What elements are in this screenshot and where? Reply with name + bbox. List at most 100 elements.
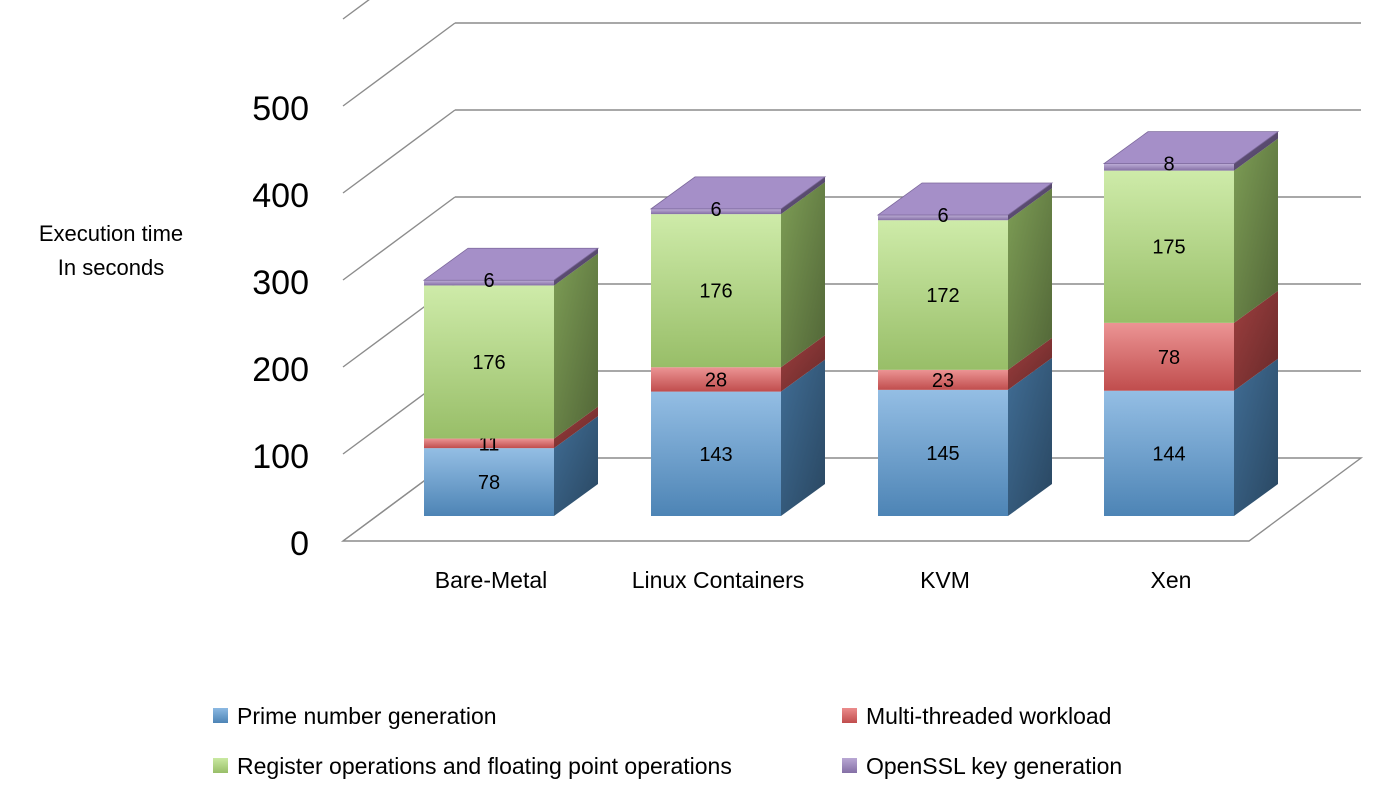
bar-segment [651,335,825,392]
data-label: 176 [472,352,505,374]
y-axis-label-line-2: In seconds [57,255,165,280]
legend-label-multithreaded: Multi-threaded workload [866,703,1112,729]
bar-side [554,253,598,439]
bar-front [878,220,1008,370]
legend-label-prime: Prime number generation [237,703,497,729]
bar-side [554,406,598,449]
x-tick-label: Linux Containers [632,567,805,593]
bar-front [878,389,1008,516]
bar-segment [876,182,1054,221]
legend-swatch-openssl [842,758,857,773]
bar-side [781,335,825,392]
bar-segment [1104,138,1278,323]
bar-side [1234,138,1278,323]
legend-label-openssl: OpenSSL key generation [866,753,1123,779]
bar-side [781,182,825,368]
wall-gridline [342,109,456,194]
bar-top [1102,131,1280,165]
bar-side [1008,357,1052,516]
bar-front [424,280,554,286]
wall-gridline [342,196,456,281]
bar-front [424,285,554,439]
bar-side [781,176,825,215]
y-tick-label: 0 [290,525,309,563]
bar-segment [424,406,598,449]
bar-segment [651,359,825,516]
legend-swatch-prime [213,708,228,723]
data-label: 11 [479,433,500,455]
legend-item-openssl: OpenSSL key generation [842,753,1122,780]
y-axis-ticks: 0 100 200 300 400 500 [252,90,309,563]
bar-front [651,391,781,516]
bar-front [1104,163,1234,171]
y-tick-label: 400 [252,177,309,215]
bar-side [1234,290,1278,391]
bar-segment [649,176,827,215]
bar-front [651,208,781,215]
data-label: 6 [937,205,948,227]
bar-segment [1104,290,1278,391]
data-label: 176 [699,281,732,303]
bar-front [424,438,554,449]
bar-front [878,369,1008,390]
bar-segment [651,182,825,368]
y-tick-label: 200 [252,351,309,389]
y-tick-label: 300 [252,264,309,302]
bar-segment [1102,131,1280,171]
bar-front [878,214,1008,221]
bar-side [554,248,598,286]
data-label: 144 [1152,443,1185,465]
wall-gridline [342,0,370,20]
bar-segment [424,416,598,516]
bar-side [554,416,598,516]
bar-front [424,448,554,516]
legend-label-register: Register operations and floating point o… [237,753,732,779]
bar-top [649,176,827,210]
bars: 78 11 176 6 143 28 176 6 145 23 172 6 144 78 175 8 [422,131,1280,516]
bar-segment [878,337,1052,390]
bar-segment [422,247,600,286]
legend-swatch-register [213,758,228,773]
bar-side [1008,188,1052,370]
data-label: 78 [1158,347,1180,369]
data-label: 78 [478,472,500,494]
bar-side [1234,358,1278,516]
data-label: 143 [699,444,732,466]
bar-side [781,359,825,516]
x-axis-labels: Bare-Metal Linux Containers KVM Xen [435,567,1192,593]
y-tick-label: 100 [252,438,309,476]
data-label: 8 [1163,154,1174,176]
wall-gridline [342,22,456,107]
data-label: 6 [483,270,494,292]
bar-side [1234,131,1278,171]
bar-segment [878,188,1052,370]
y-tick-label: 500 [252,90,309,128]
data-label: 145 [926,443,959,465]
bar-front [1104,322,1234,391]
data-label: 175 [1152,237,1185,259]
x-tick-label: Bare-Metal [435,567,547,593]
data-label: 6 [710,199,721,221]
bar-segment [1104,358,1278,516]
bar-side [1008,337,1052,390]
bar-front [1104,390,1234,516]
legend-item-multithreaded: Multi-threaded workload [842,703,1111,730]
bar-front [651,367,781,392]
data-label: 23 [932,370,954,392]
bar-top [422,247,600,281]
data-label: 172 [926,285,959,307]
x-tick-label: KVM [920,567,970,593]
bar-side [1008,182,1052,221]
bar-front [651,214,781,368]
y-axis-label-line-1: Execution time [38,221,184,246]
x-tick-label: Xen [1151,567,1192,593]
bar-front [1104,170,1234,323]
legend-swatch-multithreaded [842,708,857,723]
legend-item-prime: Prime number generation [213,703,497,730]
bar-segment [878,357,1052,516]
data-label: 28 [705,369,727,391]
bar-top [876,182,1054,216]
bar-segment [424,253,598,439]
legend-item-register: Register operations and floating point o… [213,753,732,780]
